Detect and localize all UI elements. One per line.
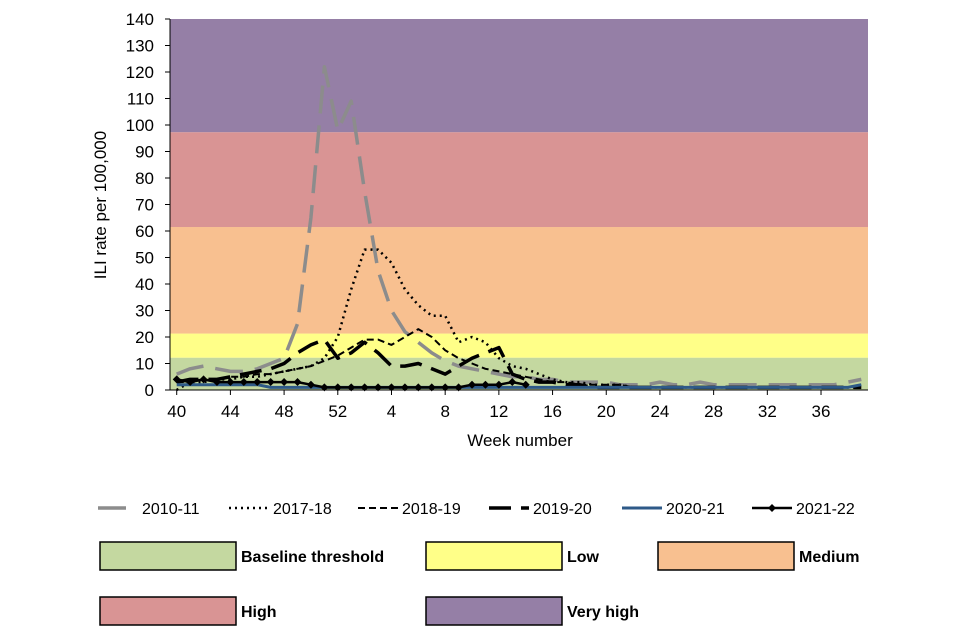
x-tick-label: 32 xyxy=(758,402,777,421)
x-tick-label: 52 xyxy=(328,402,347,421)
series-point-2021-22 xyxy=(481,380,490,389)
y-tick-label: 140 xyxy=(126,10,154,29)
legend-label-2010-11: 2010-11 xyxy=(142,501,200,518)
series-point-2021-22 xyxy=(266,378,275,387)
legend-marker-2021-22 xyxy=(768,504,776,512)
legend-label-2020-21: 2020-21 xyxy=(666,501,725,518)
legend-band-label-very-high: Very high xyxy=(567,604,639,621)
legend-band-label-medium: Medium xyxy=(799,549,859,566)
legend-band-swatch-very-high xyxy=(425,596,563,626)
axes xyxy=(165,18,868,395)
series-point-2021-22 xyxy=(454,383,463,392)
series-point-2021-22 xyxy=(306,380,315,389)
x-axis-title: Week number xyxy=(467,431,573,450)
series-point-2021-22 xyxy=(441,383,450,392)
series-point-2021-22 xyxy=(186,378,195,387)
x-tick-label: 36 xyxy=(812,402,831,421)
x-tick-label: 28 xyxy=(704,402,723,421)
x-tick-label: 12 xyxy=(489,402,508,421)
y-tick-label: 60 xyxy=(135,222,154,241)
series-point-2021-22 xyxy=(360,383,369,392)
series-point-2021-22 xyxy=(508,378,517,387)
series-point-2021-22 xyxy=(374,383,383,392)
y-tick-label: 80 xyxy=(135,169,154,188)
legend-band-label-high: High xyxy=(241,604,277,621)
series-point-2021-22 xyxy=(320,383,329,392)
series-point-2021-22 xyxy=(199,375,208,384)
series-line-2010-11 xyxy=(176,64,862,387)
y-tick-label: 30 xyxy=(135,302,154,321)
y-tick-label: 40 xyxy=(135,275,154,294)
y-tick-label: 70 xyxy=(135,196,154,215)
band-medium xyxy=(170,227,868,334)
series-point-2021-22 xyxy=(521,380,530,389)
series-point-2021-22 xyxy=(347,383,356,392)
legend-band-label-low: Low xyxy=(567,549,600,566)
series-point-2021-22 xyxy=(212,378,221,387)
legend-label-2018-19: 2018-19 xyxy=(402,501,461,518)
series-lines xyxy=(172,64,862,392)
series-point-2021-22 xyxy=(293,378,302,387)
y-tick-label: 110 xyxy=(127,90,154,109)
legend-band-swatch-low xyxy=(425,541,563,571)
x-tick-label: 24 xyxy=(650,402,669,421)
x-tick-label: 4 xyxy=(387,402,396,421)
x-tick-label: 44 xyxy=(221,402,240,421)
series-point-2021-22 xyxy=(226,378,235,387)
y-axis-title: ILI rate per 100,000 xyxy=(91,131,110,279)
y-tick-label: 50 xyxy=(135,249,154,268)
series-point-2021-22 xyxy=(387,383,396,392)
x-tick-labels: 40 44 48 52 4 8 12 16 20 24 28 32 36 xyxy=(167,402,830,421)
legend-band-swatch-medium xyxy=(657,541,795,571)
threshold-bands xyxy=(170,19,868,390)
series-point-2021-22 xyxy=(468,380,477,389)
y-tick-label: 10 xyxy=(135,355,154,374)
legend-band-swatch-high xyxy=(99,596,237,626)
series-point-2021-22 xyxy=(253,378,262,387)
x-tick-label: 40 xyxy=(167,402,186,421)
band-low xyxy=(170,333,868,358)
y-tick-label: 20 xyxy=(135,328,154,347)
series-point-2021-22 xyxy=(280,378,289,387)
x-tick-label: 20 xyxy=(597,402,616,421)
series-point-2021-22 xyxy=(239,378,248,387)
legend: 2010-11 2017-18 2018-19 2019-20 2020-21 2021-… xyxy=(98,501,859,626)
series-point-2021-22 xyxy=(400,383,409,392)
legend-label-2017-18: 2017-18 xyxy=(273,501,332,518)
x-tick-label: 48 xyxy=(275,402,294,421)
legend-band-label-baseline-threshold: Baseline threshold xyxy=(241,549,384,566)
legend-label-2019-20: 2019-20 xyxy=(533,501,592,518)
legend-label-2021-22: 2021-22 xyxy=(796,501,855,518)
series-point-2021-22 xyxy=(414,383,423,392)
y-tick-label: 0 xyxy=(145,381,154,400)
x-tick-label: 8 xyxy=(440,402,449,421)
y-tick-label: 90 xyxy=(135,143,154,162)
y-tick-label: 100 xyxy=(126,116,154,135)
legend-band-swatch-baseline-threshold xyxy=(99,541,237,571)
x-tick-label: 16 xyxy=(543,402,562,421)
series-point-2021-22 xyxy=(333,383,342,392)
y-tick-label: 130 xyxy=(126,37,154,56)
series-point-2021-22 xyxy=(494,380,503,389)
series-point-2021-22 xyxy=(427,383,436,392)
y-tick-labels: 0 10 20 30 40 50 60 70 80 90 100 110 120 130 140 xyxy=(126,10,154,400)
y-tick-label: 120 xyxy=(126,63,154,82)
series-point-2021-22 xyxy=(172,375,181,384)
series-line-2020-21 xyxy=(176,383,862,389)
band-very-high xyxy=(170,19,868,133)
band-high xyxy=(170,132,868,228)
